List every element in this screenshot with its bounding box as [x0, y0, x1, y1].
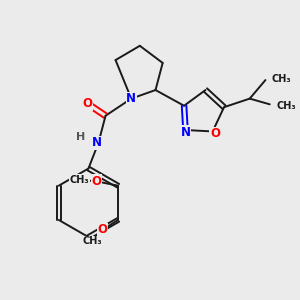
Text: CH₃: CH₃ [272, 74, 291, 84]
Text: CH₃: CH₃ [70, 175, 89, 185]
Text: CH₃: CH₃ [276, 101, 296, 111]
Text: N: N [126, 92, 136, 105]
Text: O: O [98, 224, 107, 236]
Text: H: H [76, 132, 85, 142]
Text: O: O [82, 97, 92, 110]
Text: O: O [210, 127, 220, 140]
Text: N: N [92, 136, 102, 149]
Text: O: O [92, 175, 102, 188]
Text: CH₃: CH₃ [82, 236, 102, 246]
Text: N: N [181, 126, 190, 139]
